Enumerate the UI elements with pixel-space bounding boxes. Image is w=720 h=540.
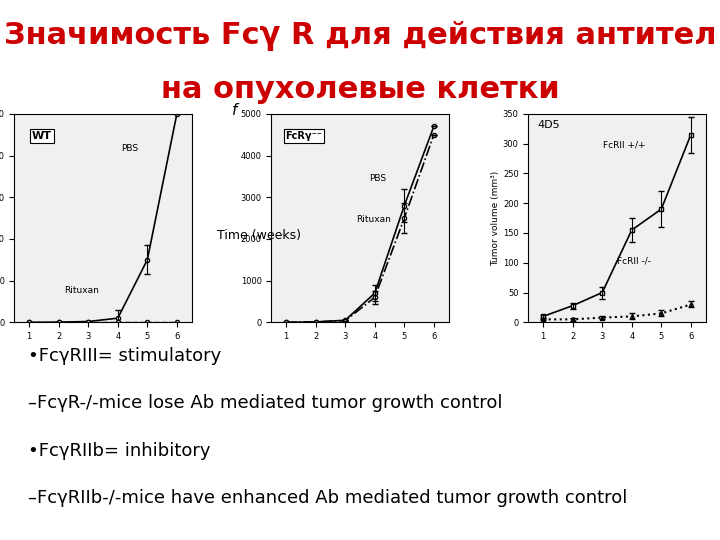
Text: PBS: PBS [369,173,386,183]
Text: FcRγ⁻⁻: FcRγ⁻⁻ [286,131,323,141]
Text: WT: WT [32,131,52,141]
Y-axis label: Tumor volume (mm³): Tumor volume (mm³) [491,171,500,266]
Text: Time (weeks): Time (weeks) [217,230,301,242]
Text: на опухолевые клетки: на опухолевые клетки [161,75,559,104]
Text: •FcγRIIb= inhibitory: •FcγRIIb= inhibitory [28,442,211,460]
Text: Rituxan: Rituxan [356,215,392,224]
Text: –FcγR-/-mice lose Ab mediated tumor growth control: –FcγR-/-mice lose Ab mediated tumor grow… [28,394,503,412]
Text: FcRII +/+: FcRII +/+ [603,140,645,149]
Text: Значимость Fcγ R для действия антител: Значимость Fcγ R для действия антител [4,21,716,51]
Text: –FcγRIIb-/-mice have enhanced Ab mediated tumor growth control: –FcγRIIb-/-mice have enhanced Ab mediate… [28,489,628,508]
Text: f: f [233,103,238,118]
Text: •FcγRIII= stimulatory: •FcγRIII= stimulatory [28,347,222,364]
Text: PBS: PBS [121,144,138,153]
Text: 4D5: 4D5 [537,120,560,130]
Text: Rituxan: Rituxan [64,286,99,295]
Text: FcRII -/-: FcRII -/- [617,257,651,266]
